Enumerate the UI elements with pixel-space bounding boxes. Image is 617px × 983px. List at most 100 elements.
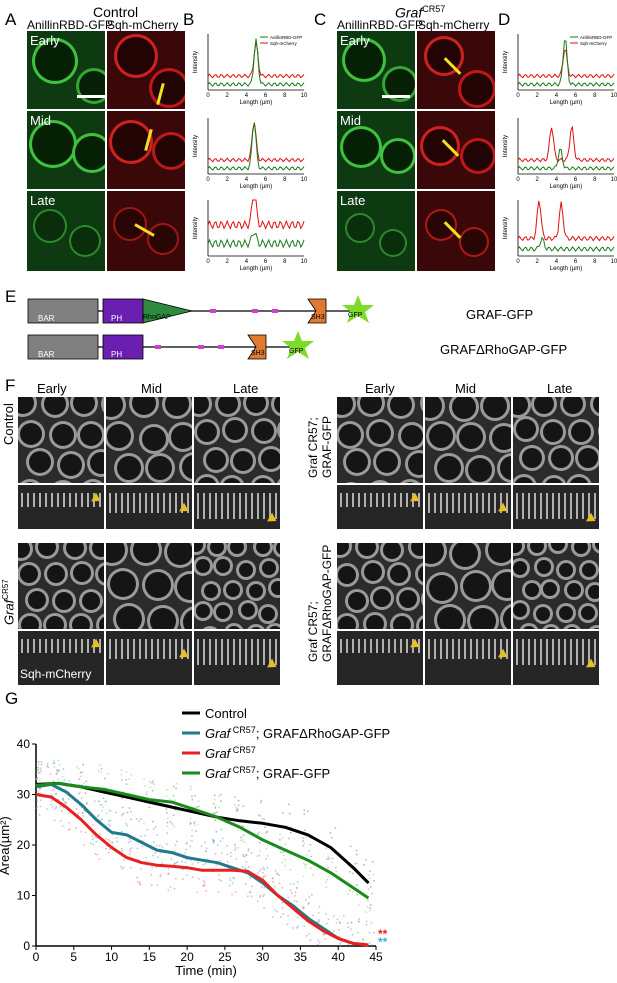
measurement-point (357, 920, 360, 923)
measurement-point (234, 843, 236, 846)
measurement-point (258, 841, 261, 844)
cell-outline (226, 625, 241, 629)
furrow-stripe (175, 639, 177, 659)
measurement-point (129, 840, 132, 843)
measurement-point (261, 817, 263, 820)
measurement-point (262, 876, 264, 879)
measurement-point (159, 875, 162, 878)
measurement-point (357, 904, 360, 906)
measurement-point (62, 799, 65, 802)
measurement-point (370, 921, 373, 924)
mini-chart-d-late: 0 2 4 6 8 10 Intensity Length (µm) (503, 200, 617, 272)
cell-outline (210, 543, 225, 554)
furrow-stripe (522, 639, 524, 665)
measurement-point (149, 786, 152, 788)
furrow-stripe (99, 493, 101, 507)
furrow-stripe (127, 639, 129, 659)
measurement-point (85, 784, 88, 787)
measurement-point (152, 841, 155, 843)
measurement-point (362, 937, 364, 940)
measurement-point (274, 869, 277, 872)
measurement-point (214, 819, 217, 822)
legend-sqh: Sqh-mCherry (580, 41, 608, 46)
measurement-point (146, 791, 149, 793)
panel-label-a: A (5, 10, 17, 29)
mini-x-tick: 2 (226, 93, 230, 99)
measurement-point (60, 810, 63, 812)
cell-outline (492, 426, 511, 451)
measurement-point (69, 828, 71, 831)
cell-outline (141, 426, 166, 451)
furrow-stripe (546, 493, 548, 519)
measurement-point (251, 885, 253, 888)
f-col-early-right: Early (365, 381, 395, 396)
measurement-point (136, 880, 139, 883)
measurement-point (191, 863, 194, 866)
measurement-point (235, 858, 238, 861)
measurement-point (167, 889, 170, 891)
measurement-point (234, 848, 237, 851)
measurement-point (370, 944, 373, 946)
measurement-point (354, 862, 357, 865)
furrow-stripe (51, 493, 53, 507)
measurement-point (65, 801, 68, 804)
f-col-mid-left: Mid (141, 381, 162, 396)
measurement-point (284, 843, 287, 846)
cell-outline (65, 543, 84, 557)
measurement-point (218, 878, 221, 881)
measurement-point (260, 868, 263, 870)
measurement-point (317, 912, 320, 914)
x-tick-label: 10 (105, 950, 119, 964)
measurement-point (296, 916, 299, 919)
measurement-point (351, 891, 354, 893)
measurement-point (237, 809, 239, 812)
measurement-point (97, 814, 100, 817)
measurement-point (121, 850, 124, 853)
measurement-point (302, 875, 305, 878)
measurement-point (229, 851, 232, 854)
rhogap-domain-1 (142, 298, 193, 324)
furrow-stripe (63, 639, 65, 653)
measurement-point (242, 805, 245, 808)
measurement-point (191, 829, 193, 831)
sqh-mcherry-trace (517, 49, 615, 79)
furrow-stripe (570, 493, 572, 519)
measurement-point (49, 803, 52, 806)
measurement-point (259, 801, 262, 804)
measurement-point (203, 883, 205, 886)
furrow-stripe (406, 493, 408, 507)
measurement-point (52, 788, 55, 791)
measurement-point (165, 808, 168, 811)
mini-chart-b-late: 0 2 4 6 8 10 Intensity Length (µm) (193, 199, 308, 272)
measurement-point (83, 782, 86, 785)
cell-outline (589, 627, 599, 629)
y-axis-label: Area(µm²) (0, 816, 12, 875)
measurement-point (212, 839, 215, 842)
sh3-label-1: SH3 (311, 314, 325, 321)
cell-outline (437, 606, 464, 629)
cell-outline (245, 397, 266, 413)
panel-label-f: F (5, 376, 16, 395)
measurement-point (181, 860, 183, 863)
furrow-stripe (446, 639, 448, 659)
furrow-stripe (45, 493, 47, 507)
measurement-point (229, 855, 232, 858)
mini-x-tick: 10 (611, 177, 617, 183)
measurement-point (76, 765, 79, 768)
measurement-point (190, 786, 192, 788)
measurement-point (122, 812, 125, 815)
furrow-stripe (358, 639, 360, 653)
measurement-point (172, 825, 175, 828)
furrow-stripe (187, 493, 189, 513)
furrow-stripe (69, 493, 71, 507)
cell-outline (271, 581, 280, 596)
furrow-stripe (163, 639, 165, 659)
measurement-point (356, 862, 359, 865)
f-col-mid-right: Mid (455, 381, 476, 396)
cell-outline (551, 543, 566, 552)
measurement-point (159, 873, 162, 876)
measurement-point (284, 864, 287, 867)
cell-outline (544, 626, 559, 629)
tile-a-late-red (107, 191, 185, 271)
mini-x-tick: 4 (245, 177, 249, 183)
